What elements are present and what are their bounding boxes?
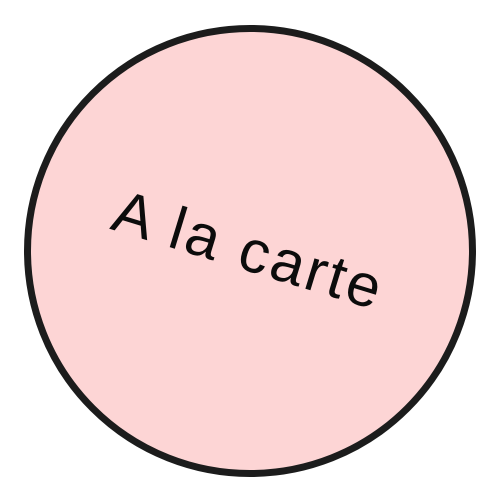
- badge-circle: [24, 25, 476, 477]
